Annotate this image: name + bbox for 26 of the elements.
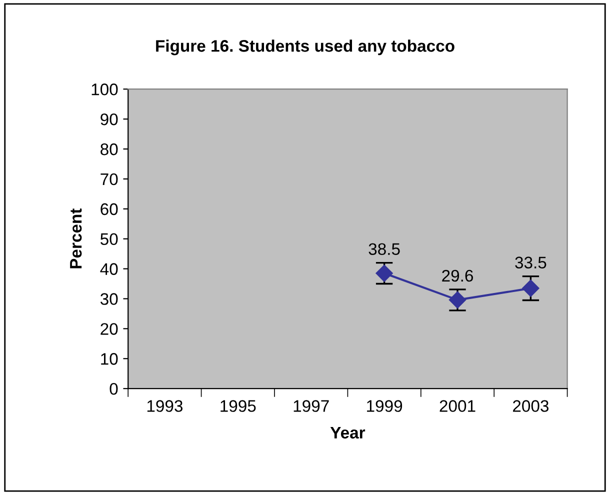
y-tick-label: 20 [100, 323, 118, 335]
point [448, 291, 466, 308]
y-tick-label: 30 [100, 293, 118, 305]
y-tick-label: 70 [100, 173, 118, 186]
y-tick-label: 10 [101, 353, 118, 365]
data-label: 38.5 [368, 243, 400, 256]
x-tick-label: 2001 [440, 400, 476, 412]
y-tick-label: 50 [100, 233, 118, 246]
y-tick-label: 0 [110, 382, 118, 395]
point [522, 280, 540, 297]
data-label: 33.5 [515, 256, 546, 268]
y-axis-title: Percent [70, 208, 82, 268]
data-label: 29.6 [442, 270, 473, 282]
y-tick-label: 80 [100, 143, 118, 156]
point [376, 264, 393, 282]
x-axis-title: Year [330, 426, 366, 439]
x-tick-label: 1995 [220, 400, 256, 412]
x-tick-label: 1997 [294, 400, 329, 412]
y-tick-label: 60 [100, 203, 118, 216]
y-tick-label: 40 [100, 263, 118, 275]
x-tick-label: 1999 [367, 400, 402, 412]
x-tick-label: 2003 [513, 400, 549, 412]
chart-title: Figure 16. Students used any tobacco [156, 40, 454, 56]
x-tick-label: 1993 [147, 400, 183, 412]
y-tick-label: 90 [100, 113, 118, 126]
y-tick-label: 100 [92, 84, 118, 96]
